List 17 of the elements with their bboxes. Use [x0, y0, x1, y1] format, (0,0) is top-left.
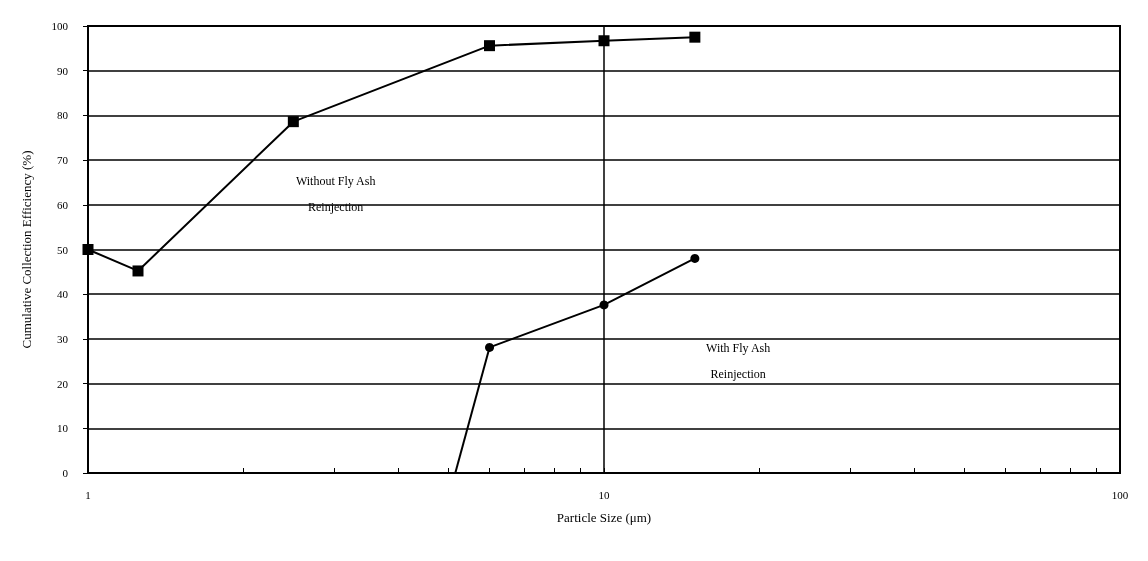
- y-axis-title: Cumulative Collection Efficiency (%): [19, 150, 34, 349]
- y-tick-label: 0: [62, 467, 69, 479]
- y-tick-label: 30: [57, 332, 69, 345]
- y-tick-label: 20: [57, 377, 69, 390]
- x-tick-label: 10: [598, 488, 610, 501]
- y-tick-label: 50: [57, 243, 69, 256]
- x-axis-title: Particle Size (μm): [556, 510, 652, 525]
- y-tick-label: 10: [57, 422, 69, 435]
- y-tick-label: 60: [57, 198, 69, 211]
- x-tick-label: 1: [85, 488, 91, 501]
- annotation: With Fly Ash Reinjection: [706, 341, 771, 382]
- x-tick-label: 100: [1111, 488, 1129, 501]
- y-tick-label: 80: [57, 109, 69, 122]
- y-tick-label: 40: [57, 288, 69, 301]
- y-tick-label: 70: [57, 154, 69, 167]
- y-tick-label: 90: [57, 64, 69, 77]
- y-tick-label: 100: [51, 20, 69, 32]
